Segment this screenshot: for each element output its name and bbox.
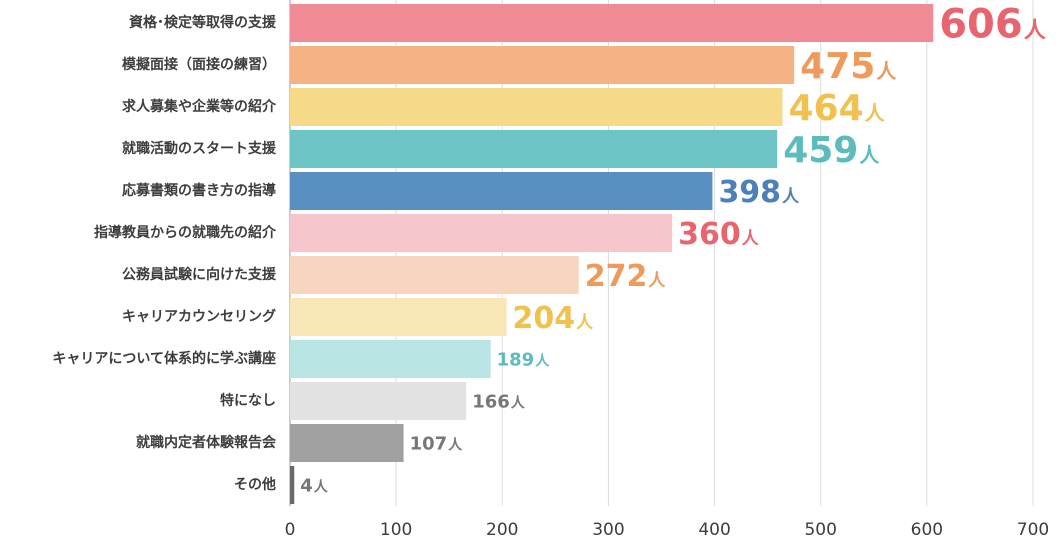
x-tick-label: 100 [380, 520, 412, 540]
value-label: 107人 [410, 433, 464, 454]
category-label: キャリアカウンセリング [122, 308, 276, 325]
x-tick-label: 300 [592, 520, 624, 540]
value-number: 204 [513, 301, 576, 336]
value-unit: 人 [511, 394, 526, 411]
value-unit: 人 [448, 436, 463, 453]
x-tick-label: 600 [911, 520, 943, 540]
value-label: 459人 [783, 130, 880, 171]
value-number: 166 [472, 391, 510, 412]
bar [290, 382, 467, 420]
bar [290, 256, 579, 294]
category-label: 模擬面接（面接の練習） [122, 56, 276, 73]
category-label: キャリアについて体系的に学ぶ講座 [52, 350, 276, 367]
category-label: 特になし [220, 392, 276, 409]
bar [290, 172, 713, 210]
value-number: 398 [718, 175, 781, 210]
bar [290, 340, 491, 378]
value-unit: 人 [576, 313, 594, 333]
value-label: 464人 [789, 88, 886, 129]
value-unit: 人 [782, 187, 800, 207]
value-number: 107 [410, 433, 448, 454]
bar [290, 130, 778, 168]
bar [290, 466, 295, 504]
bar [290, 298, 507, 336]
value-label: 189人 [497, 349, 551, 370]
value-number: 475 [800, 46, 875, 87]
value-number: 189 [497, 349, 535, 370]
value-unit: 人 [876, 59, 897, 83]
category-label: 求人募集や企業等の紹介 [122, 98, 277, 115]
value-label: 475人 [800, 46, 897, 87]
bars [290, 4, 934, 504]
value-unit: 人 [859, 143, 880, 167]
value-number: 606 [939, 1, 1023, 47]
category-label: 資格･検定等取得の支援 [129, 14, 277, 31]
value-number: 464 [789, 88, 864, 129]
category-label: 指導教員からの就職先の紹介 [94, 224, 277, 241]
bar [290, 424, 404, 462]
x-tick-label: 700 [1017, 520, 1049, 540]
value-unit: 人 [1024, 18, 1046, 43]
value-unit: 人 [648, 271, 666, 291]
value-unit: 人 [535, 352, 550, 369]
value-label: 204人 [513, 301, 595, 336]
x-tick-label: 200 [486, 520, 518, 540]
bar [290, 88, 783, 126]
value-label: 166人 [472, 391, 526, 412]
value-number: 272 [585, 259, 648, 294]
grid-lines [289, 0, 1034, 506]
value-unit: 人 [314, 478, 329, 495]
value-number: 4 [300, 475, 313, 496]
category-label: 応募書類の書き方の指導 [122, 182, 276, 199]
bar [290, 214, 673, 252]
value-labels: 606人475人464人459人398人360人272人204人189人166人… [300, 1, 1045, 496]
category-label: 就職内定者体験報告会 [136, 434, 277, 451]
value-label: 606人 [939, 1, 1046, 47]
category-label: 就職活動のスタート支援 [122, 140, 277, 157]
value-label: 398人 [718, 175, 800, 210]
value-label: 4人 [300, 475, 329, 496]
value-unit: 人 [865, 101, 886, 125]
bar [290, 4, 934, 42]
x-tick-label: 500 [804, 520, 836, 540]
x-tick-label: 0 [285, 520, 296, 540]
x-axis-ticks: 0 100 200 300 400 500 600 700 [285, 520, 1050, 540]
value-label: 360人 [678, 217, 760, 252]
bar [290, 46, 795, 84]
category-label: その他 [234, 476, 276, 493]
x-tick-label: 400 [698, 520, 730, 540]
value-number: 459 [783, 130, 858, 171]
value-unit: 人 [742, 229, 760, 249]
value-label: 272人 [585, 259, 667, 294]
category-label: 公務員試験に向けた支援 [122, 266, 277, 283]
value-number: 360 [678, 217, 741, 252]
